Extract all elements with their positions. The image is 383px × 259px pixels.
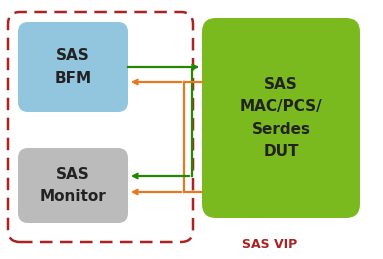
Text: SAS
BFM: SAS BFM — [54, 48, 92, 86]
Text: SAS
MAC/PCS/
Serdes
DUT: SAS MAC/PCS/ Serdes DUT — [240, 77, 322, 159]
Text: SAS VIP: SAS VIP — [242, 239, 298, 251]
FancyBboxPatch shape — [202, 18, 360, 218]
Text: SAS
Monitor: SAS Monitor — [39, 167, 106, 204]
FancyBboxPatch shape — [18, 22, 128, 112]
FancyBboxPatch shape — [18, 148, 128, 223]
